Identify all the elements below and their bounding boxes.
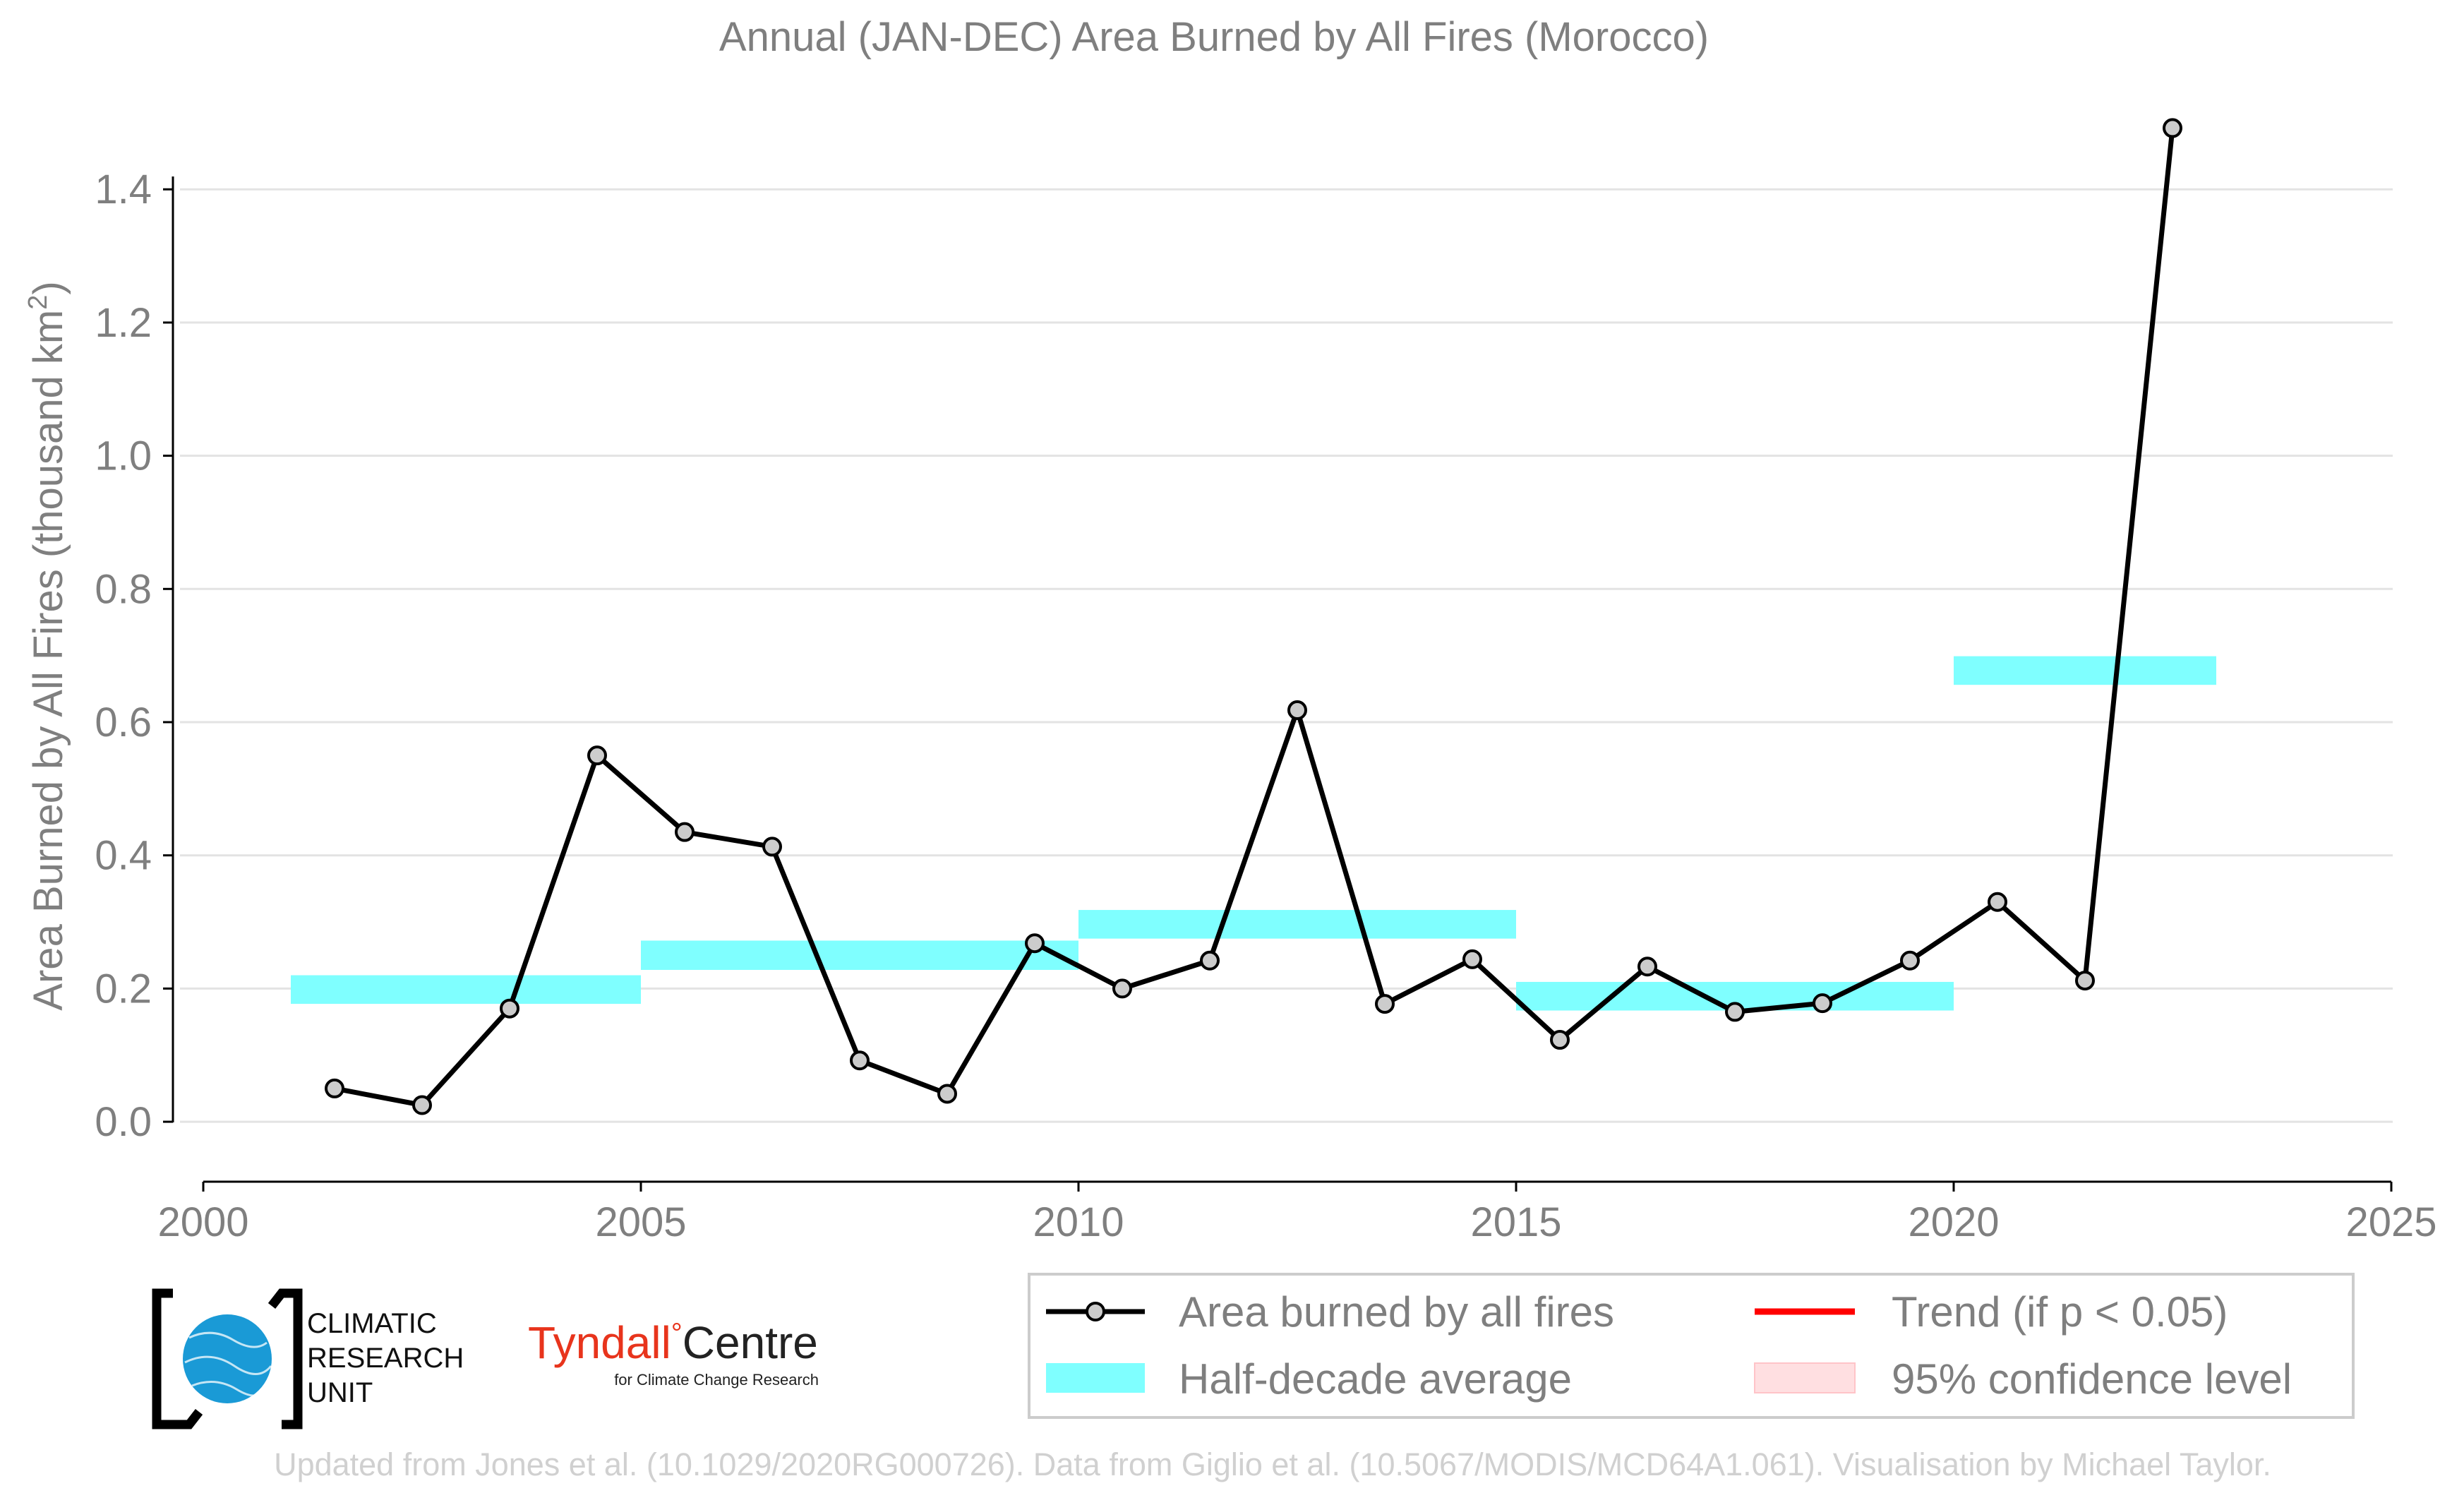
tyndall-word: Tyndall <box>528 1317 671 1368</box>
y-tick-label-2: 0.4 <box>95 833 152 879</box>
footer-credit: Updated from Jones et al. (10.1029/2020R… <box>274 1446 2271 1482</box>
legend-marker-area-burned <box>1086 1302 1105 1321</box>
data-point-1 <box>412 1095 432 1115</box>
legend-label-trend: Trend (if p < 0.05) <box>1892 1288 2228 1336</box>
data-point-5 <box>762 837 782 857</box>
y-axis-label-superscript: 2 <box>23 295 53 310</box>
y-axis-label: Area Burned by All Fires (thousand km2) <box>23 281 71 1010</box>
legend-label-confidence: 95% confidence level <box>1892 1355 2292 1403</box>
legend-label-half-decade: Half-decade average <box>1179 1355 1572 1403</box>
data-point-18 <box>1900 950 1920 971</box>
data-point-2 <box>500 998 519 1019</box>
legend-swatch-confidence <box>1754 1362 1856 1393</box>
tyndall-subtitle: for Climate Change Research <box>614 1371 819 1389</box>
data-point-21 <box>2163 118 2182 138</box>
data-point-20 <box>2075 971 2095 991</box>
y-tick-label-3: 0.6 <box>95 700 152 745</box>
cru-text-line2: RESEARCH <box>307 1343 464 1374</box>
y-tick-label-4: 0.8 <box>95 566 152 612</box>
y-tick-label-5: 1.0 <box>95 433 152 479</box>
y-tick-label-0: 0.0 <box>95 1099 152 1145</box>
data-point-12 <box>1375 994 1395 1014</box>
centre-word: Centre <box>683 1317 818 1368</box>
data-point-6 <box>850 1050 870 1071</box>
data-point-3 <box>587 745 607 766</box>
data-point-19 <box>1988 892 2007 912</box>
tyndall-wordmark: Tyndall°Centre <box>528 1317 818 1368</box>
data-point-15 <box>1637 957 1657 977</box>
y-tick-label-1: 0.2 <box>95 966 152 1012</box>
x-tick-label-5: 2025 <box>2345 1199 2436 1245</box>
y-axis-label-main: Area Burned by All Fires (thousand km <box>25 310 71 1011</box>
chart-title: Annual (JAN-DEC) Area Burned by All Fire… <box>719 14 1709 60</box>
globe-icon <box>183 1314 272 1403</box>
y-tick-label-6: 1.2 <box>95 300 152 346</box>
data-point-14 <box>1550 1030 1570 1050</box>
data-point-13 <box>1462 949 1482 969</box>
x-tick-label-2: 2010 <box>1033 1199 1124 1245</box>
legend-swatch-half-decade <box>1046 1363 1145 1393</box>
data-point-11 <box>1287 700 1307 721</box>
y-tick-label-7: 1.4 <box>95 167 152 212</box>
axes: 0.0 0.2 0.4 0.6 0.8 1.0 1.2 1.4 2000 2005 2010 2015… <box>95 167 2436 1245</box>
x-tick-label-0: 2000 <box>157 1199 248 1245</box>
half-decade-band-0 <box>291 975 641 1005</box>
half-decade-band-4 <box>1954 656 2216 685</box>
tyndall-degree: ° <box>671 1318 683 1349</box>
data-point-17 <box>1813 993 1832 1014</box>
y-axis-label-suffix: ) <box>25 281 71 294</box>
tyndall-centre-logo: Tyndall°Centre for Climate Change Resear… <box>528 1317 819 1389</box>
cru-text-line1: CLIMATIC <box>307 1308 437 1339</box>
series-line-0 <box>334 128 2175 1108</box>
x-tick-label-1: 2005 <box>595 1199 686 1245</box>
half-decade-band-1 <box>641 940 1078 970</box>
series-area-burned <box>325 118 2182 1115</box>
x-tick-label-3: 2015 <box>1470 1199 1561 1245</box>
data-point-4 <box>675 822 695 842</box>
half-decade-band-2 <box>1078 910 1516 939</box>
legend-label-area-burned: Area burned by all fires <box>1179 1288 1614 1336</box>
globe-contour-lines <box>184 1331 272 1397</box>
climatic-research-unit-logo: CLIMATIC RESEARCH UNIT <box>152 1288 464 1429</box>
cru-text-line3: UNIT <box>307 1377 373 1408</box>
data-point-16 <box>1725 1002 1745 1022</box>
data-point-8 <box>1025 933 1045 954</box>
cru-bracket-icon <box>152 1288 303 1429</box>
data-point-7 <box>937 1084 957 1104</box>
legend-box <box>1028 1273 2355 1419</box>
data-point-10 <box>1200 950 1220 971</box>
data-point-0 <box>325 1078 344 1098</box>
x-tick-label-4: 2020 <box>1908 1199 1999 1245</box>
legend: Area burned by all fires Trend (if p < 0… <box>1028 1273 2355 1419</box>
data-point-9 <box>1112 978 1132 999</box>
